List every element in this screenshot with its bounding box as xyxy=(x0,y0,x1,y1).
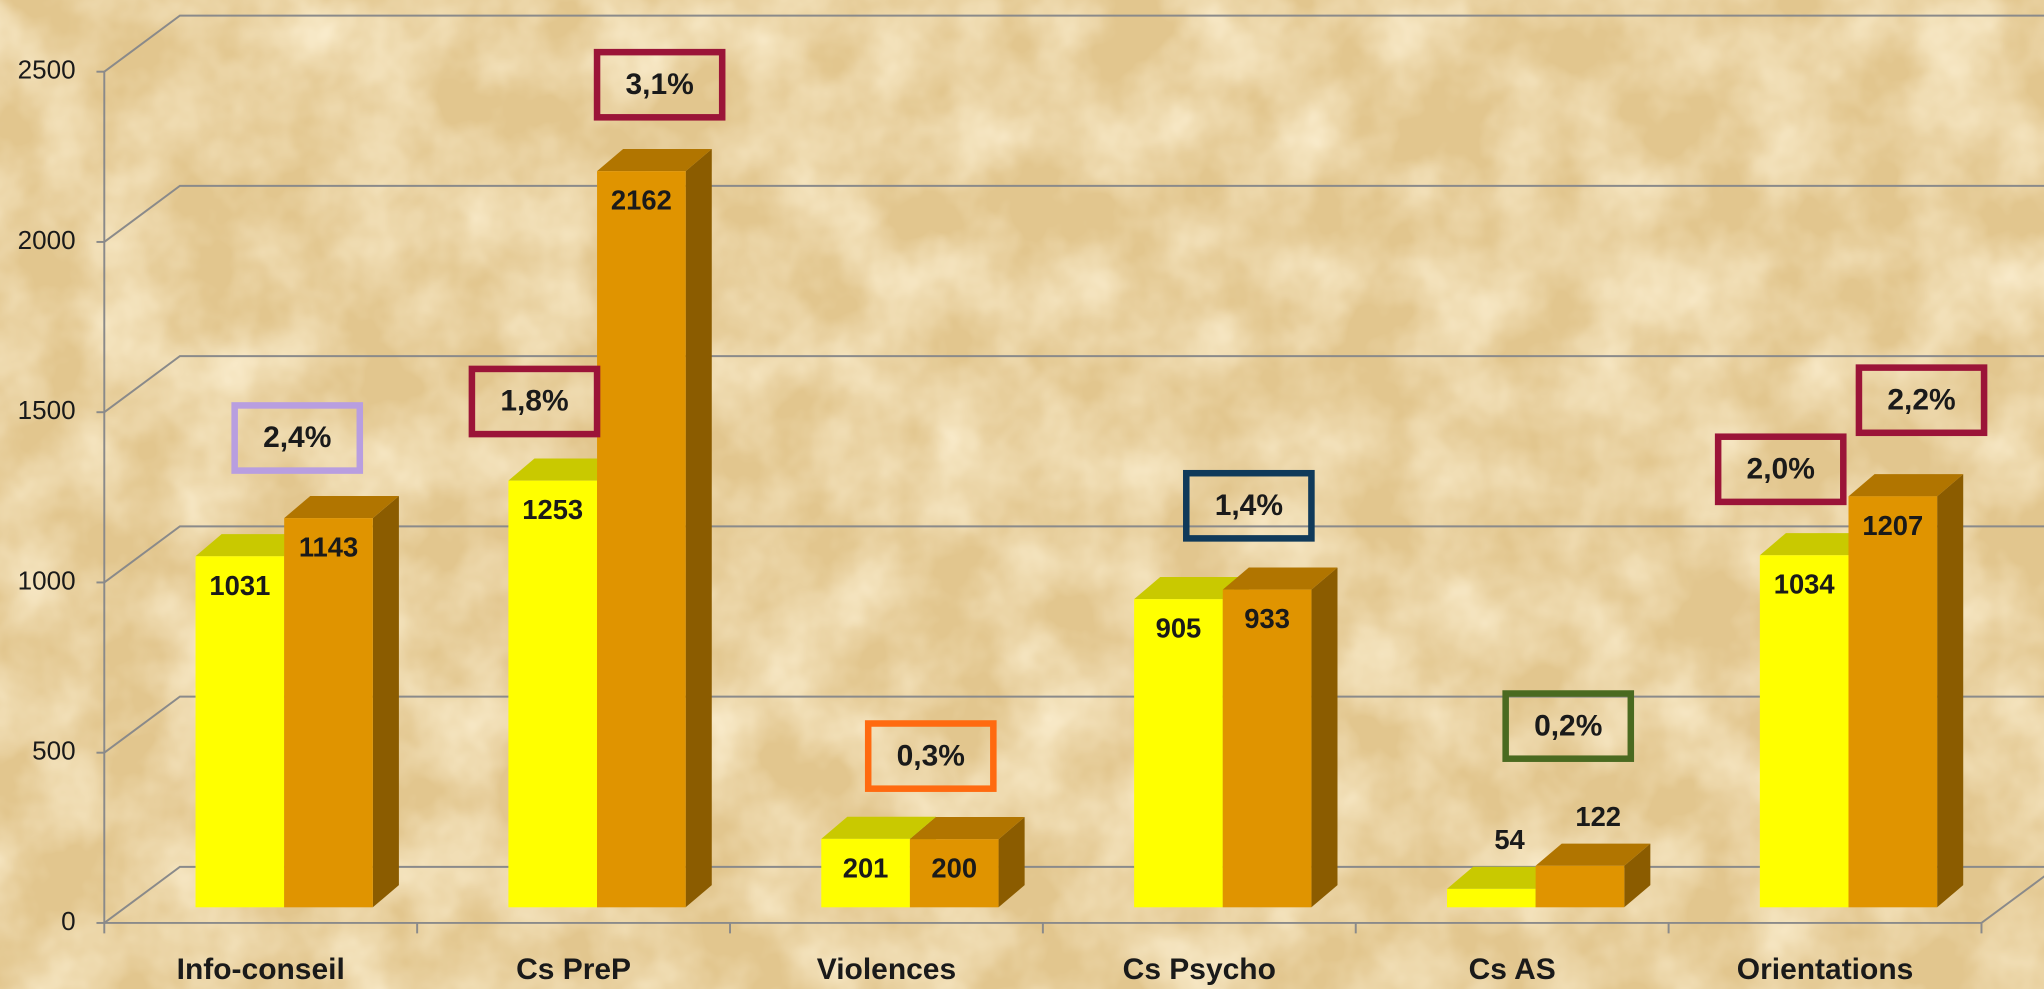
value-label: 122 xyxy=(1575,801,1621,832)
grid-line xyxy=(103,695,2044,754)
bar-3d xyxy=(1222,567,1338,908)
bar xyxy=(284,518,373,908)
annotation: 1,8% xyxy=(500,385,568,418)
bar-3d xyxy=(1848,474,1964,908)
bar-top xyxy=(195,534,311,557)
annotation: 3,1% xyxy=(625,68,693,101)
annotation-box xyxy=(864,720,997,792)
plot: 0 500 1000 1500 2000 2500 Info-conseil 1031 1143… xyxy=(18,14,2044,986)
bar xyxy=(1848,496,1938,908)
annotation-box xyxy=(593,48,726,121)
bar-top xyxy=(508,458,624,481)
x-tick-label: Orientations xyxy=(1737,953,1914,986)
bar-3d xyxy=(909,817,1025,908)
bar-top xyxy=(1759,533,1875,556)
bar-top xyxy=(821,816,936,839)
annotation-box xyxy=(1855,364,1988,437)
annotation: 0,3% xyxy=(897,739,965,772)
x-tick-label: Cs Psycho xyxy=(1123,953,1276,986)
bar xyxy=(821,838,910,908)
value-label: 201 xyxy=(843,852,889,883)
x-tick-label: Violences xyxy=(817,953,956,986)
bar xyxy=(1535,865,1625,908)
bar-side xyxy=(1624,843,1651,908)
value-label: 1143 xyxy=(299,532,358,563)
annotation-box xyxy=(1502,690,1635,762)
bar xyxy=(909,839,999,908)
annotation: 2,0% xyxy=(1747,453,1815,486)
y-tick-label: 2000 xyxy=(18,225,76,255)
bar-top xyxy=(1134,576,1249,600)
annotation-box xyxy=(468,365,601,438)
bar-side xyxy=(1937,474,1964,908)
y-tick-label: 1500 xyxy=(18,395,76,425)
bar-side xyxy=(1311,567,1338,908)
annotation: 2,2% xyxy=(1887,383,1955,416)
value-label: 2162 xyxy=(611,185,672,216)
y-tick-label: 0 xyxy=(61,906,76,936)
bar-3d xyxy=(1535,843,1651,908)
value-label: 1207 xyxy=(1862,510,1923,541)
grid-line xyxy=(103,355,2044,413)
bar xyxy=(1134,599,1223,908)
bar-side xyxy=(998,817,1025,908)
y-tick-label: 500 xyxy=(32,736,75,766)
value-label: 54 xyxy=(1494,824,1525,855)
annotation-box xyxy=(231,402,364,474)
bar-top xyxy=(597,148,712,172)
grid-line xyxy=(103,865,2044,924)
annotation: 1,4% xyxy=(1215,489,1283,522)
bar-top xyxy=(284,495,399,519)
bar-3d xyxy=(284,495,399,908)
value-label: 905 xyxy=(1156,613,1202,644)
annotation: 0,2% xyxy=(1534,709,1602,742)
x-tick-label: Cs AS xyxy=(1469,953,1556,986)
y-tick-label: 2500 xyxy=(18,55,76,85)
x-tick-label: Info-conseil xyxy=(177,953,345,986)
bar-top xyxy=(1535,843,1651,866)
grid-line xyxy=(103,184,2044,243)
annotation: 2,4% xyxy=(263,421,331,454)
x-tick-label: Cs PreP xyxy=(516,953,631,986)
value-label: 1253 xyxy=(522,494,583,525)
bar-top xyxy=(1222,567,1338,590)
value-label: 933 xyxy=(1244,603,1290,634)
bar-side xyxy=(372,495,399,908)
bar-top xyxy=(909,817,1025,840)
bar-3d xyxy=(597,148,712,908)
y-tick-label: 1000 xyxy=(18,565,76,595)
bar xyxy=(1759,555,1849,908)
bar xyxy=(508,480,598,908)
annotation-box xyxy=(1714,433,1847,506)
bar xyxy=(1222,589,1312,908)
bar xyxy=(195,556,285,908)
annotation-box xyxy=(1183,469,1315,542)
value-label: 1031 xyxy=(209,570,270,601)
bar xyxy=(1446,888,1536,908)
grid-line xyxy=(103,14,2044,73)
bar-top xyxy=(1446,866,1562,889)
grid-line xyxy=(103,525,2044,584)
value-label: 1034 xyxy=(1774,569,1836,600)
bar-side xyxy=(685,148,712,908)
value-label: 200 xyxy=(931,853,977,884)
bar-top xyxy=(1848,474,1964,497)
bar xyxy=(597,171,686,908)
